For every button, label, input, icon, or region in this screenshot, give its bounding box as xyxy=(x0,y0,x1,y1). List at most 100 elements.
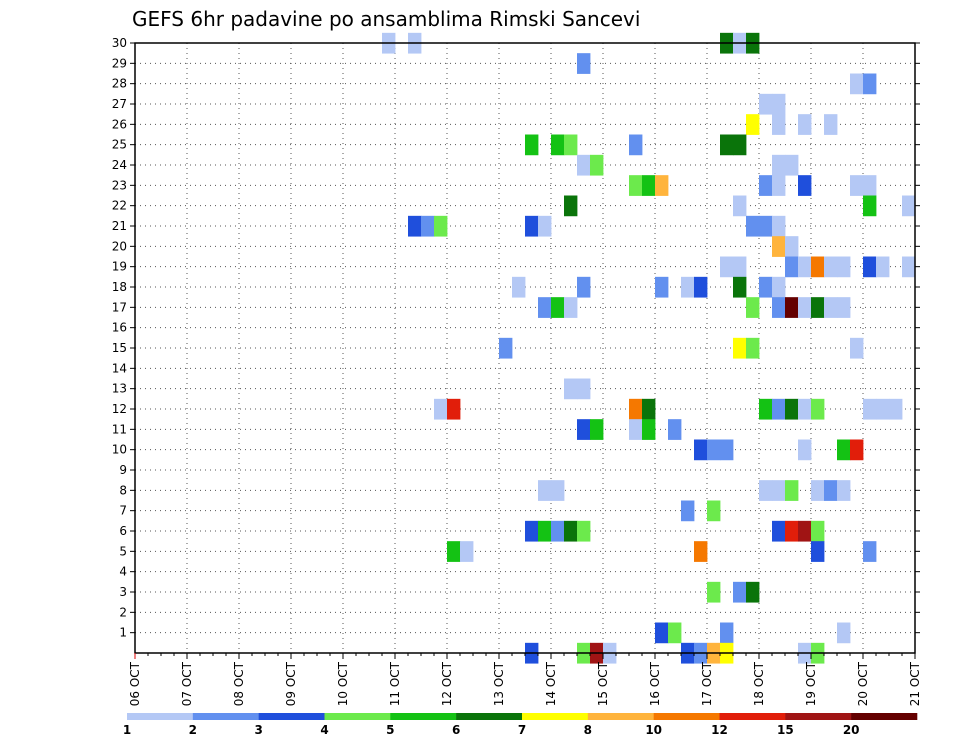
heatmap-cell xyxy=(837,622,851,644)
legend-swatch xyxy=(324,713,391,720)
heatmap-cell xyxy=(551,520,565,542)
y-tick-label: 23 xyxy=(112,178,127,192)
heatmap-cell xyxy=(811,398,825,420)
y-tick-label: 11 xyxy=(112,422,127,436)
y-tick-label: 6 xyxy=(119,524,127,538)
heatmap-cell xyxy=(798,256,812,278)
x-tick-label: 16 OCT xyxy=(648,661,662,706)
heatmap-cell xyxy=(525,134,539,156)
heatmap-cell xyxy=(421,215,435,237)
y-tick-label: 15 xyxy=(112,341,127,355)
heatmap-cell xyxy=(811,520,825,542)
heatmap-cell xyxy=(902,195,916,217)
heatmap-cell xyxy=(772,297,786,318)
heatmap-cell xyxy=(577,378,591,400)
heatmap-cell xyxy=(564,378,578,400)
y-tick-label: 17 xyxy=(112,300,127,314)
heatmap-cell xyxy=(798,114,812,135)
legend-label: 8 xyxy=(584,723,592,737)
x-tick-label: 11 OCT xyxy=(388,661,402,706)
heatmap-cell xyxy=(863,73,877,95)
heatmap-cell xyxy=(746,581,760,603)
y-tick-label: 4 xyxy=(119,565,127,579)
heatmap-cell xyxy=(720,134,734,156)
heatmap-cell xyxy=(863,195,877,217)
heatmap-cell xyxy=(772,236,786,257)
heatmap-cell xyxy=(551,134,565,156)
y-tick-label: 7 xyxy=(119,504,127,518)
legend-label: 15 xyxy=(777,723,794,737)
heatmap-cell xyxy=(733,195,747,217)
heatmap-cell xyxy=(434,215,448,237)
heatmap-cell xyxy=(798,520,812,542)
heatmap-cell xyxy=(759,215,773,237)
legend-swatch xyxy=(258,713,325,720)
heatmap-cell xyxy=(499,337,513,359)
x-tick-label: 20 OCT xyxy=(856,661,870,706)
heatmap-cell xyxy=(564,195,578,217)
heatmap-cell xyxy=(837,439,851,461)
x-axis: 06 OCT 07 OCT 08 OCT 09 OCT 10 OCT 11 OCT 12 O… xyxy=(128,653,922,706)
legend-label: 7 xyxy=(518,723,526,737)
legend-label: 3 xyxy=(254,723,262,737)
heatmap-cell xyxy=(811,297,825,318)
heatmap-cell xyxy=(746,337,760,359)
heatmap-cell xyxy=(538,297,552,318)
x-tick-label: 06 OCT xyxy=(128,661,142,706)
heatmap-cell xyxy=(408,215,422,237)
heatmap-cell xyxy=(538,520,552,542)
heatmap-cell xyxy=(707,500,721,522)
heatmap-cell xyxy=(772,154,786,176)
heatmap-cell xyxy=(746,114,760,135)
y-tick-label: 24 xyxy=(112,158,127,172)
y-tick-label: 30 xyxy=(112,36,127,50)
heatmap-cell xyxy=(837,480,851,501)
heatmap-cell xyxy=(811,541,825,562)
heatmap-cell xyxy=(551,297,565,318)
legend-label: 6 xyxy=(452,723,460,737)
y-axis: 1234567891011121314151617181920212223242… xyxy=(112,36,920,640)
legend-swatch xyxy=(456,713,523,720)
y-tick-label: 20 xyxy=(112,239,127,253)
heatmap-cell xyxy=(720,439,734,461)
heatmap-cell xyxy=(577,154,591,176)
heatmap-cell xyxy=(720,622,734,644)
heatmap-cell xyxy=(434,398,448,420)
heatmap-cell xyxy=(811,480,825,501)
heatmap-cell xyxy=(564,134,578,156)
heatmap-cell xyxy=(629,175,643,196)
heatmap-cell xyxy=(772,114,786,135)
legend-swatch xyxy=(785,713,852,720)
heatmap-cell xyxy=(590,419,604,440)
y-tick-label: 8 xyxy=(119,483,127,497)
heatmap-cell xyxy=(759,93,773,115)
heatmap-cell xyxy=(785,256,799,278)
heatmap-cell xyxy=(447,541,461,562)
legend-swatch xyxy=(719,713,786,720)
y-tick-label: 16 xyxy=(112,321,127,335)
heatmap-cell xyxy=(785,480,799,501)
heatmap-cell xyxy=(577,53,591,74)
color-legend: 1 2 3 4 5 6 7 8 10 12 15 20 xyxy=(123,713,918,737)
heatmap-cell xyxy=(772,175,786,196)
heatmap-cell xyxy=(863,175,877,196)
heatmap-cell xyxy=(850,175,864,196)
heatmap-cell xyxy=(850,337,864,359)
heatmap-cell xyxy=(733,276,747,298)
x-tick-label: 18 OCT xyxy=(752,661,766,706)
heatmap-cell xyxy=(538,215,552,237)
heatmap-cell xyxy=(668,419,682,440)
heatmap-cell xyxy=(889,398,903,420)
heatmap-cell xyxy=(525,520,539,542)
heatmap-cell xyxy=(850,73,864,95)
x-tick-label: 14 OCT xyxy=(544,661,558,706)
x-tick-label: 15 OCT xyxy=(596,661,610,706)
y-tick-label: 5 xyxy=(119,544,127,558)
legend-label: 1 xyxy=(123,723,131,737)
heatmap-cell xyxy=(824,256,838,278)
heatmap-cell xyxy=(759,276,773,298)
y-tick-label: 12 xyxy=(112,402,127,416)
heatmap-cell xyxy=(629,134,643,156)
x-tick-label: 12 OCT xyxy=(440,661,454,706)
y-tick-label: 9 xyxy=(119,463,127,477)
